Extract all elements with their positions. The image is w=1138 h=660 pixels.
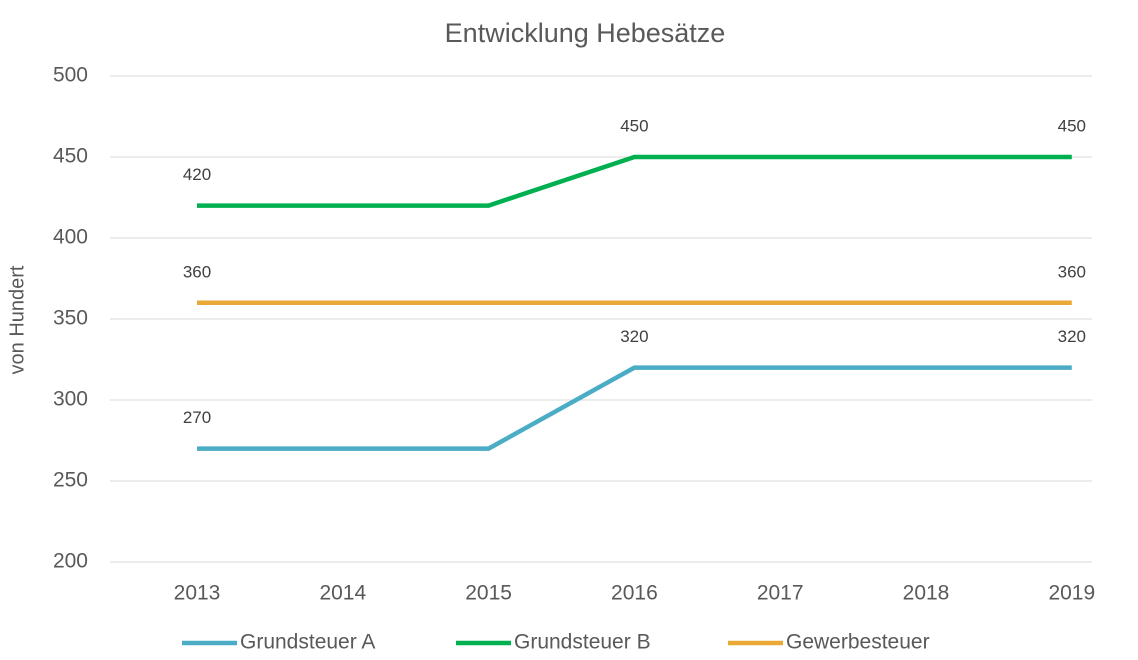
data-label: 450 (620, 116, 648, 135)
data-label: 360 (1058, 262, 1086, 281)
data-label: 420 (183, 165, 211, 184)
data-label: 360 (183, 262, 211, 281)
y-tick-label: 200 (53, 550, 88, 573)
legend-label: Gewerbesteuer (786, 631, 930, 654)
y-tick-label: 350 (53, 307, 88, 330)
data-label: 270 (183, 408, 211, 427)
x-tick-label: 2017 (757, 582, 804, 605)
data-label: 320 (620, 327, 648, 346)
y-tick-label: 250 (53, 469, 88, 492)
y-tick-label: 450 (53, 145, 88, 168)
series-line (197, 154, 1072, 208)
x-tick-label: 2014 (319, 582, 366, 605)
chart-title: Entwicklung Hebesätze (445, 18, 726, 48)
x-tick-label: 2019 (1048, 582, 1095, 605)
x-tick-label: 2016 (611, 582, 658, 605)
x-tick-label: 2013 (174, 582, 221, 605)
legend-label: Grundsteuer B (514, 631, 651, 654)
legend-label: Grundsteuer A (240, 631, 375, 654)
y-tick-label: 400 (53, 226, 88, 249)
x-tick-label: 2018 (903, 582, 950, 605)
data-label: 450 (1058, 116, 1086, 135)
x-tick-label: 2015 (465, 582, 512, 605)
y-axis-label: von Hundert (6, 265, 28, 374)
y-tick-label: 300 (53, 388, 88, 411)
data-label: 320 (1058, 327, 1086, 346)
y-tick-label: 500 (53, 64, 88, 87)
series-line (197, 365, 1072, 451)
